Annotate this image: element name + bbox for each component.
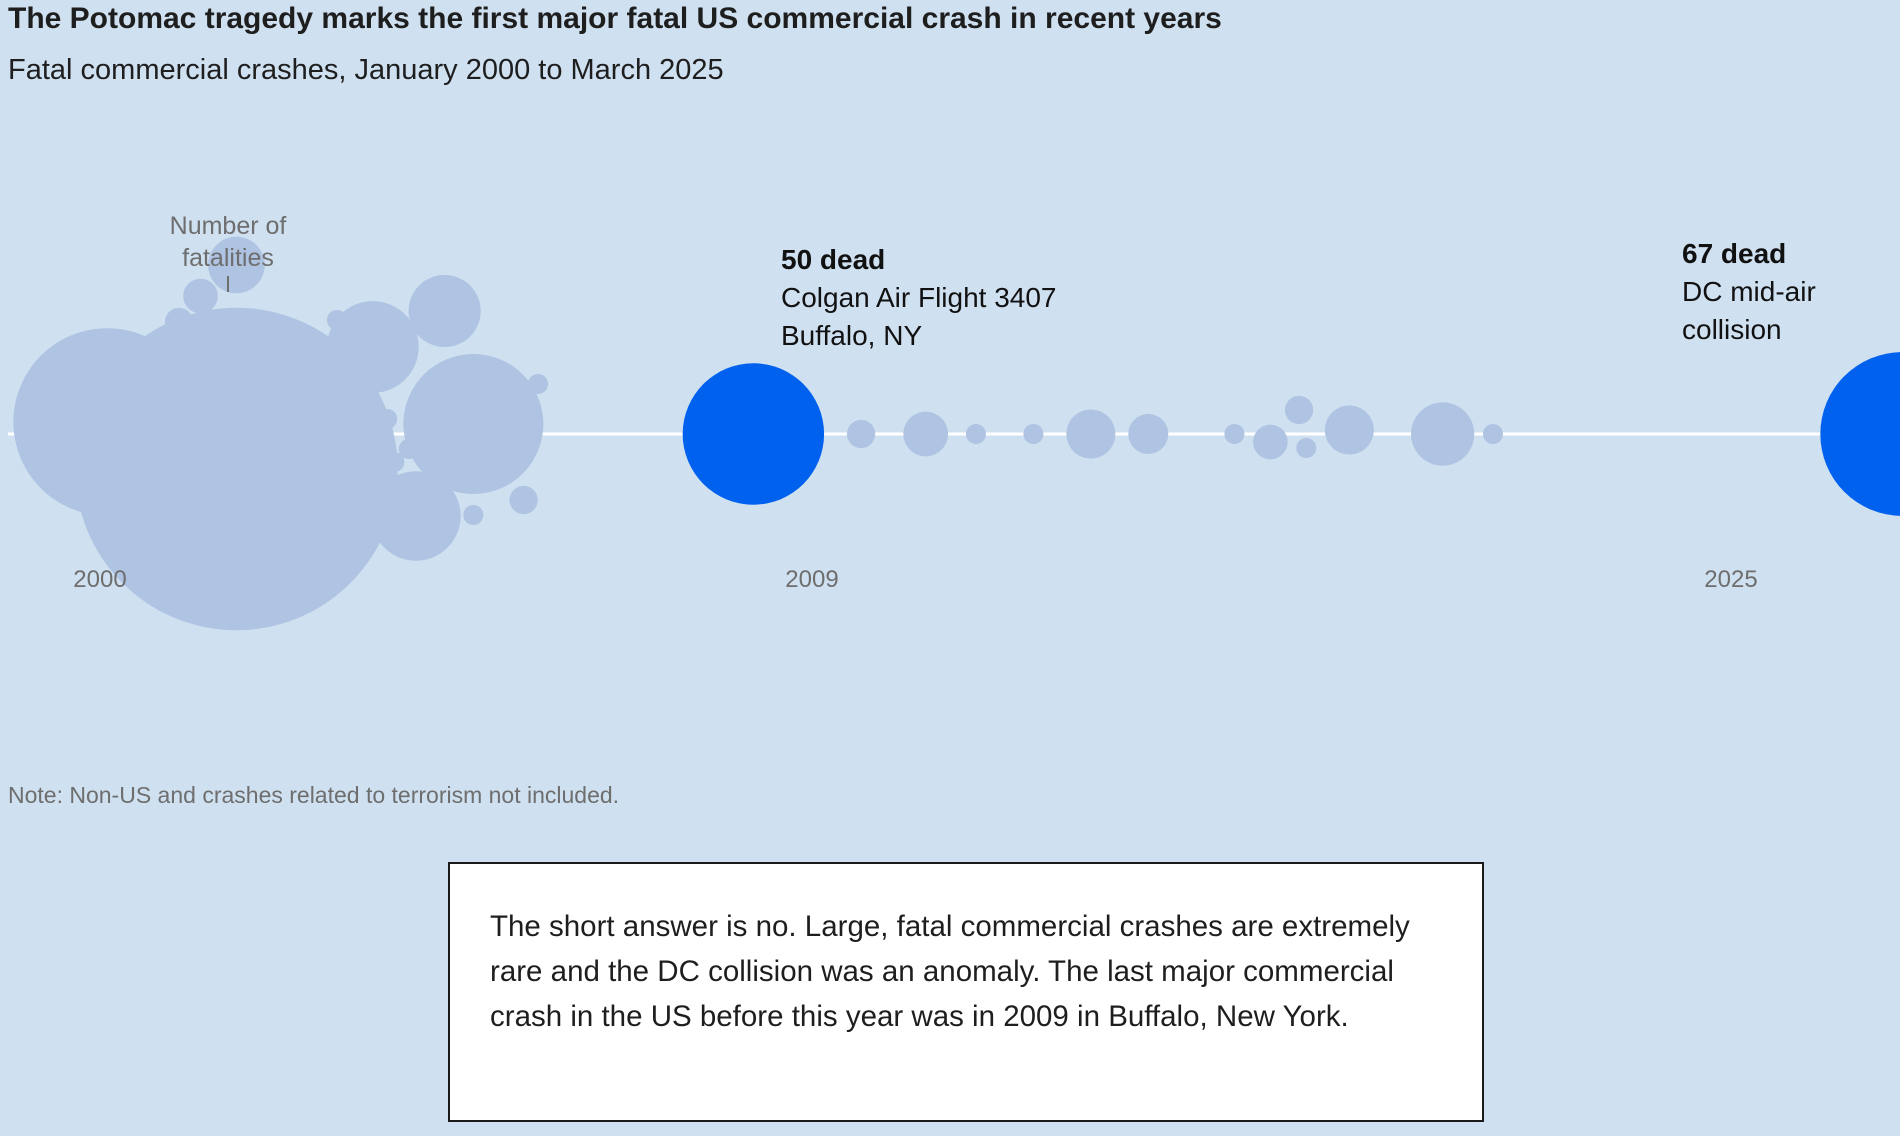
highlight-bubble: [1820, 352, 1900, 516]
highlight-bubble: [682, 363, 825, 505]
crash-bubble: [1023, 424, 1044, 444]
crash-bubble: [509, 485, 538, 515]
crash-bubble: [377, 409, 398, 429]
bubble-group: [13, 236, 1900, 631]
crash-bubble: [1324, 405, 1374, 455]
crash-bubble: [1253, 424, 1288, 460]
crash-bubble: [384, 452, 405, 472]
annotation-line: DC mid-air: [1682, 276, 1816, 307]
legend-label: fatalities: [182, 244, 274, 272]
crash-bubble: [1411, 402, 1475, 466]
crash-bubble: [183, 278, 218, 314]
x-tick-label: 2000: [73, 566, 126, 593]
x-tick-label: 2025: [1704, 566, 1757, 593]
legend-label: Number of: [170, 212, 287, 240]
crash-bubble: [1066, 409, 1116, 459]
crash-bubble: [1284, 395, 1314, 425]
crash-bubble: [75, 307, 398, 631]
crash-bubble: [846, 419, 876, 449]
chart-title: The Potomac tragedy marks the first majo…: [8, 2, 1222, 35]
x-tick-label: 2009: [785, 566, 838, 593]
crash-bubble: [408, 274, 481, 348]
answer-text: The short answer is no. Large, fatal com…: [490, 910, 1410, 1033]
bubble-timeline-chart: 2000 2009 2025 Number of fatalities 50 dead…: [8, 212, 1900, 631]
annotation-line: Colgan Air Flight 3407: [781, 282, 1057, 313]
chart-subtitle: Fatal commercial crashes, January 2000 t…: [8, 54, 724, 86]
crash-bubble: [327, 301, 419, 393]
axis-tick-labels: 2000 2009 2025: [73, 566, 1757, 593]
crash-bubble: [1482, 424, 1503, 444]
crash-bubble: [1128, 414, 1169, 454]
crash-bubble: [463, 505, 484, 525]
crash-bubble: [371, 471, 461, 561]
crash-bubble: [403, 354, 544, 494]
size-legend: Number of fatalities: [170, 212, 287, 292]
annotation-line: collision: [1682, 314, 1782, 345]
answer-box: The short answer is no. Large, fatal com…: [448, 862, 1484, 1122]
crash-bubble: [1224, 424, 1245, 444]
annotation-line: Buffalo, NY: [781, 320, 922, 351]
footnote: Note: Non-US and crashes related to terr…: [8, 782, 620, 808]
annotation-group: 50 dead Colgan Air Flight 3407 Buffalo, NY…: [781, 238, 1816, 351]
crash-bubble: [1296, 438, 1317, 458]
crash-bubble: [208, 236, 265, 294]
annotation-heading: 50 dead: [781, 244, 885, 275]
annotation-heading: 67 dead: [1682, 238, 1786, 269]
crash-bubble: [527, 374, 548, 394]
crash-bubble: [903, 411, 949, 457]
crash-bubble: [965, 424, 986, 444]
